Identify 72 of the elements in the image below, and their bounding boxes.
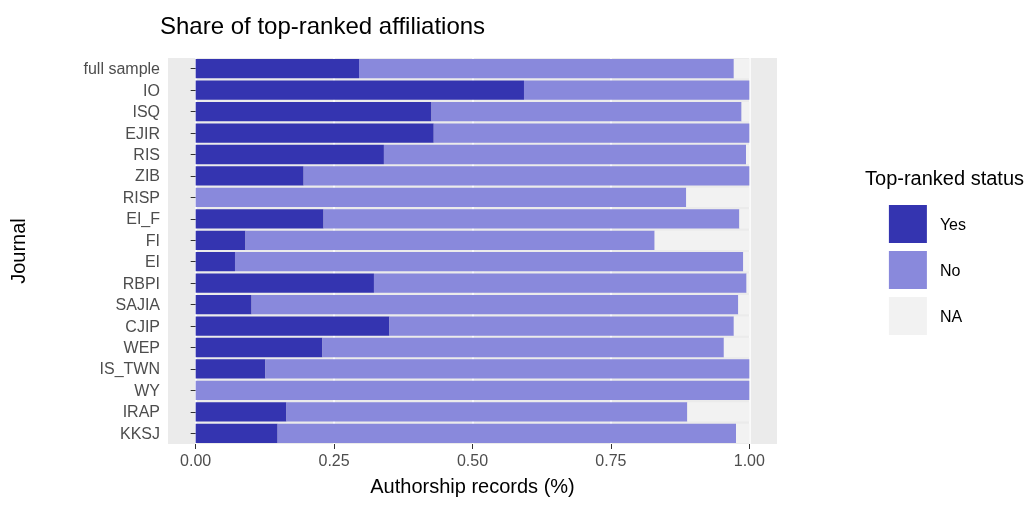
bar: [303, 166, 750, 186]
y-tick-label: EI: [144, 253, 160, 271]
chart-title: Share of top-ranked affiliations: [160, 11, 486, 39]
y-tick-label: SAJIA: [115, 296, 161, 314]
x-tick-label: 0.75: [595, 451, 627, 469]
bar: [195, 359, 266, 379]
x-tick-label: 0.00: [180, 451, 212, 469]
bar: [195, 252, 235, 272]
bar: [686, 187, 750, 208]
bar: [265, 359, 750, 379]
y-tick-label: FI: [145, 231, 160, 249]
bar: [389, 316, 734, 336]
legend-title: Top-ranked status: [865, 167, 1025, 189]
bar: [195, 337, 323, 358]
bar: [195, 273, 374, 293]
y-tick-label: WY: [134, 381, 161, 399]
bar: [195, 123, 434, 143]
y-tick-label: IRAP: [122, 403, 160, 421]
y-tick-label: ZIB: [135, 167, 160, 185]
bar: [739, 209, 750, 229]
bar: [322, 337, 724, 358]
bar: [245, 230, 655, 250]
bar: [743, 252, 750, 272]
y-tick-label: IO: [143, 81, 160, 99]
bar: [195, 59, 359, 79]
bar: [359, 59, 734, 79]
bar: [733, 316, 750, 336]
y-tick-label: KKSJ: [119, 424, 160, 442]
bar: [738, 294, 750, 315]
bar: [195, 80, 524, 100]
bar: [373, 273, 747, 293]
bar: [195, 316, 390, 336]
bar: [195, 209, 324, 229]
bar: [195, 402, 287, 422]
y-tick-label: EI_F: [126, 210, 161, 229]
bar: [195, 144, 384, 165]
bar: [195, 423, 278, 443]
bar: [523, 80, 750, 100]
legend-label: Yes: [939, 215, 967, 233]
bar: [431, 101, 742, 122]
y-tick-label: RBPI: [122, 274, 160, 292]
y-axis-title: Journal: [7, 218, 29, 284]
y-tick-label: EJIR: [125, 124, 160, 142]
legend-label: NA: [939, 307, 963, 325]
bar: [195, 166, 304, 186]
bar: [383, 144, 746, 165]
bar: [286, 402, 688, 422]
bar: [277, 423, 737, 443]
bar: [195, 187, 687, 208]
bar: [195, 294, 252, 315]
bar: [195, 230, 246, 250]
bar: [654, 230, 750, 250]
x-tick-label: 0.50: [456, 451, 489, 469]
y-tick-label: WEP: [123, 339, 160, 356]
bar: [195, 380, 750, 401]
x-tick-label: 1.00: [733, 451, 765, 469]
bar: [687, 402, 750, 422]
x-tick-label: 0.25: [318, 451, 350, 469]
y-tick-label: IS_TWN: [99, 360, 160, 379]
y-tick-label: CJIP: [125, 317, 160, 335]
legend-label: No: [939, 261, 961, 279]
bar: [251, 294, 739, 315]
bar: [234, 252, 744, 272]
bar: [195, 101, 432, 122]
y-tick-label: RIS: [133, 146, 160, 163]
bar: [723, 337, 750, 358]
y-tick-label: full sample: [83, 60, 161, 78]
y-tick-label: ISQ: [132, 103, 160, 121]
bar: [433, 123, 750, 143]
bar: [323, 209, 740, 229]
x-axis-title: Authorship records (%): [370, 475, 575, 497]
y-tick-label: RISP: [122, 188, 160, 206]
